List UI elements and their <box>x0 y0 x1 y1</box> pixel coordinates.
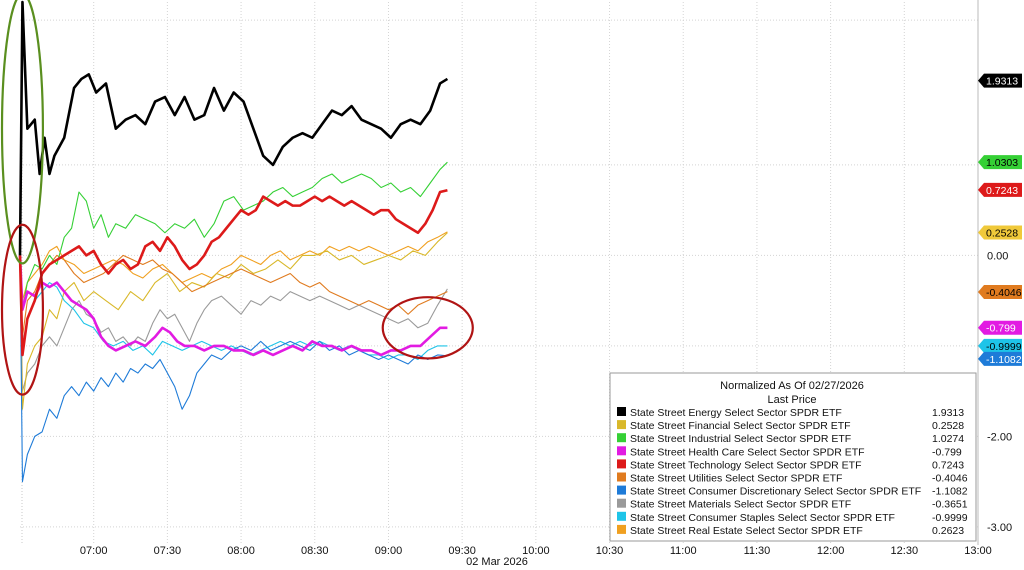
legend-series-name: State Street Health Care Select Sector S… <box>630 446 865 458</box>
x-tick-label: 13:00 <box>964 545 992 557</box>
last-price-tag-background <box>978 73 1022 88</box>
legend-series-value: 1.0274 <box>932 433 964 445</box>
last-price-tag-background <box>978 182 1022 197</box>
last-price-tag: 1.9313 <box>978 73 1022 88</box>
legend-swatch <box>617 433 626 443</box>
last-price-tag: -0.799 <box>978 320 1022 335</box>
annotation-circle <box>0 223 45 396</box>
series-line-technology <box>18 188 448 357</box>
series-line-industrial <box>19 161 448 311</box>
legend-series-name: State Street Energy Select Sector SPDR E… <box>630 407 842 419</box>
annotation-circle <box>0 0 45 265</box>
series-line-financial <box>19 232 448 410</box>
annotation-layer <box>0 0 474 396</box>
legend-series-value: -0.799 <box>932 446 962 458</box>
last-price-tag: 0.7243 <box>978 182 1022 197</box>
legend-series-name: State Street Consumer Discretionary Sele… <box>630 486 921 498</box>
series-line-real-estate <box>19 231 448 302</box>
series-layer <box>18 0 449 483</box>
legend: Normalized As Of 02/27/2026 Last Price S… <box>609 372 977 542</box>
x-tick-label: 09:00 <box>375 545 403 557</box>
series-line-energy <box>18 0 449 256</box>
series-line-consumer-discretionary <box>19 255 448 483</box>
last-price-tag-background <box>978 320 1022 335</box>
legend-swatch <box>617 485 626 495</box>
legend-swatch <box>617 498 626 508</box>
last-price-tag-text: 1.9313 <box>986 76 1018 88</box>
y-axis-ticks: 0.00 -2.00 -3.00 <box>987 250 1012 534</box>
x-tick-label: 10:30 <box>596 545 624 557</box>
legend-series-value: 0.2623 <box>932 525 964 537</box>
legend-swatch <box>617 420 626 430</box>
y-tick-label: -3.00 <box>987 522 1012 534</box>
last-price-tag-text: -0.9999 <box>986 341 1022 353</box>
legend-series-name: State Street Financial Select Sector SPD… <box>630 420 851 432</box>
x-tick-label: 12:30 <box>891 545 919 557</box>
legend-swatch <box>617 446 626 456</box>
legend-series-name: State Street Technology Select Sector SP… <box>630 459 862 471</box>
last-price-tag: 1.0303 <box>978 155 1022 170</box>
legend-swatch <box>617 459 626 469</box>
gridlines <box>20 2 979 545</box>
legend-series-value: 0.7243 <box>932 459 964 471</box>
legend-series-value: -0.9999 <box>932 512 968 524</box>
x-tick-label: 11:30 <box>744 545 771 557</box>
legend-box <box>609 372 977 542</box>
last-price-tag: -0.9999 <box>978 338 1022 353</box>
legend-series-name: State Street Industrial Select Sector SP… <box>630 433 851 445</box>
legend-swatch <box>617 407 626 416</box>
y-tick-label: 0.00 <box>987 250 1008 262</box>
x-tick-label: 08:30 <box>301 545 329 557</box>
legend-series-name: State Street Real Estate Select Sector S… <box>630 525 863 537</box>
legend-swatch <box>617 524 626 534</box>
legend-series-value: -0.4046 <box>932 473 968 485</box>
series-line-consumer-staples <box>19 255 448 361</box>
legend-series-value: 0.2528 <box>932 420 964 432</box>
legend-swatch <box>617 472 626 482</box>
last-price-tag-text: -1.1082 <box>986 354 1022 366</box>
last-price-tag-text: 0.7243 <box>986 185 1018 197</box>
x-tick-label: 08:00 <box>227 545 255 557</box>
legend-series-name: State Street Consumer Staples Select Sec… <box>630 512 895 524</box>
last-price-tag-text: 1.0303 <box>986 157 1018 169</box>
legend-series-value: -0.3651 <box>932 499 968 511</box>
legend-series-value: -1.1082 <box>932 486 968 498</box>
legend-rows: State Street Energy Select Sector SPDR E… <box>617 407 968 537</box>
last-price-tag-text: 0.2528 <box>986 228 1018 240</box>
last-price-tag-background <box>978 225 1022 240</box>
x-tick-label: 11:00 <box>670 545 697 557</box>
x-tick-label: 12:00 <box>817 545 845 557</box>
legend-title: Normalized As Of 02/27/2026 <box>720 380 864 392</box>
x-tick-label: 09:30 <box>448 545 476 557</box>
last-price-tag-background <box>978 351 1022 366</box>
last-price-tag-text: -0.4046 <box>986 287 1022 299</box>
x-axis-date-label: 02 Mar 2026 <box>466 556 528 568</box>
series-line-materials <box>19 255 448 392</box>
last-price-tags: 1.9313 1.0303 0.7243 0.2528 -0.4046 -0.799 -0.… <box>978 73 1022 366</box>
annotation-circle <box>381 296 474 360</box>
series-line-health-care <box>18 255 448 357</box>
last-price-tag: -0.4046 <box>978 285 1022 300</box>
x-tick-label: 10:00 <box>522 545 550 557</box>
last-price-tag: 0.2528 <box>978 225 1022 240</box>
x-axis-ticks: 07:00 07:30 08:00 08:30 09:00 09:30 10:00 10:30… <box>80 545 992 557</box>
series-line-utilities <box>19 254 448 338</box>
legend-series-name: State Street Utilities Select Sector SPD… <box>630 473 842 485</box>
legend-series-name: State Street Materials Select Sector SPD… <box>630 499 851 511</box>
last-price-tag-text: -0.799 <box>986 323 1016 335</box>
last-price-tag: -1.1082 <box>978 351 1022 366</box>
x-tick-label: 07:30 <box>154 545 182 557</box>
legend-swatch <box>617 511 626 521</box>
legend-subtitle: Last Price <box>768 394 817 406</box>
x-tick-label: 07:00 <box>80 545 108 557</box>
y-tick-label: -2.00 <box>987 431 1012 443</box>
last-price-tag-background <box>978 155 1022 170</box>
legend-series-value: 1.9313 <box>932 407 964 419</box>
last-price-tag-background <box>978 285 1022 300</box>
last-price-tag-background <box>978 338 1022 353</box>
